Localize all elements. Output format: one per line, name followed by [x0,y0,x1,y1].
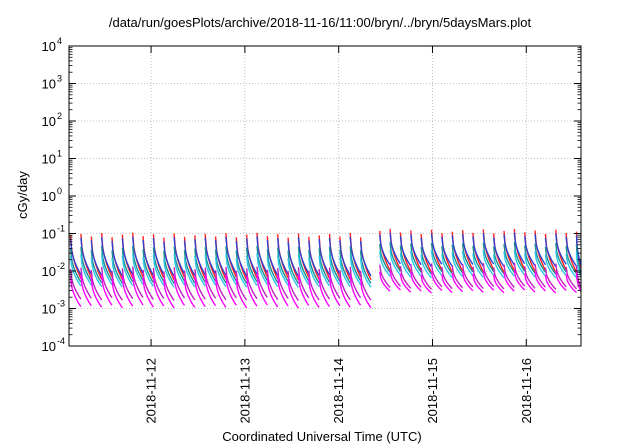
y-tick-exponent: 1 [57,149,62,159]
y-tick-exponent: -4 [57,336,65,346]
y-tick-label: 10 [42,114,56,129]
y-tick-label: 10 [42,227,56,242]
chart-title: /data/run/goesPlots/archive/2018-11-16/1… [109,15,532,30]
y-tick-exponent: 2 [57,111,62,121]
y-tick-label: 10 [42,39,56,54]
series-line [69,242,582,284]
y-tick-label: 10 [42,189,56,204]
y-tick-label: 10 [42,77,56,92]
y-tick-label: 10 [42,339,56,354]
series-line [69,262,582,301]
x-tick-label: 2018-11-12 [144,358,159,424]
y-tick-label: 10 [42,302,56,317]
y-tick-exponent: -1 [57,224,65,234]
series-line [69,270,582,309]
series-line [69,249,582,288]
y-axis-label: cGy/day [15,171,30,219]
y-tick-label: 10 [42,264,56,279]
x-axis-label: Coordinated Universal Time (UTC) [222,429,421,444]
series-line [69,232,582,277]
y-tick-exponent: -3 [57,299,65,309]
x-tick-label: 2018-11-13 [237,358,252,424]
y-tick-label: 10 [42,152,56,167]
y-tick-exponent: 0 [57,186,62,196]
y-tick-exponent: 3 [57,74,62,84]
series-layer [69,228,582,309]
x-tick-label: 2018-11-16 [519,358,534,424]
x-tick-label: 2018-11-15 [425,358,440,424]
y-tick-exponent: -2 [57,261,65,271]
x-tick-label: 2018-11-14 [331,358,346,424]
y-tick-exponent: 4 [57,36,62,46]
